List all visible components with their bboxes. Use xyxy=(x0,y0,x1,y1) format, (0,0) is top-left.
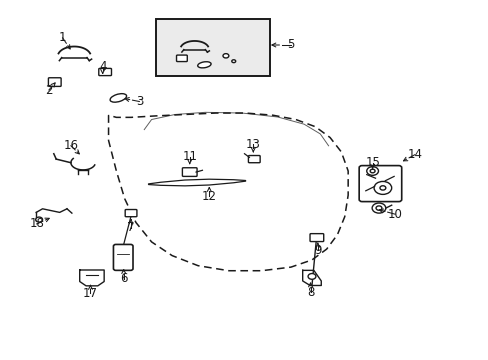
FancyBboxPatch shape xyxy=(248,156,260,163)
Text: 17: 17 xyxy=(83,287,98,300)
Circle shape xyxy=(36,217,42,222)
Text: 11: 11 xyxy=(182,150,197,163)
Circle shape xyxy=(223,54,228,58)
Text: 6: 6 xyxy=(120,273,127,285)
FancyBboxPatch shape xyxy=(99,68,111,76)
Text: 1: 1 xyxy=(59,31,66,44)
Ellipse shape xyxy=(197,62,211,68)
Circle shape xyxy=(231,60,235,63)
Text: 3: 3 xyxy=(135,95,143,108)
Text: 10: 10 xyxy=(387,208,402,221)
Text: 5: 5 xyxy=(286,39,294,51)
Text: 14: 14 xyxy=(407,148,421,161)
FancyBboxPatch shape xyxy=(176,55,187,62)
FancyBboxPatch shape xyxy=(48,78,61,86)
Circle shape xyxy=(379,186,385,190)
Circle shape xyxy=(366,167,378,175)
Text: 13: 13 xyxy=(245,138,260,150)
Text: 7: 7 xyxy=(127,221,135,234)
FancyBboxPatch shape xyxy=(182,168,197,176)
Text: 12: 12 xyxy=(202,190,216,203)
Text: 16: 16 xyxy=(63,139,78,152)
Text: 8: 8 xyxy=(306,286,314,299)
Circle shape xyxy=(375,206,381,210)
FancyBboxPatch shape xyxy=(125,210,137,217)
FancyBboxPatch shape xyxy=(358,166,401,202)
Text: 2: 2 xyxy=(45,84,53,96)
FancyArrowPatch shape xyxy=(148,179,245,184)
Circle shape xyxy=(373,181,391,194)
Text: 9: 9 xyxy=(313,244,321,257)
Text: 4: 4 xyxy=(99,60,106,73)
Bar xyxy=(155,19,270,76)
Circle shape xyxy=(369,169,374,173)
FancyBboxPatch shape xyxy=(113,244,133,270)
Ellipse shape xyxy=(110,94,126,102)
Circle shape xyxy=(307,274,315,279)
FancyBboxPatch shape xyxy=(309,234,323,242)
Text: 18: 18 xyxy=(29,217,44,230)
Text: 15: 15 xyxy=(365,156,379,169)
Circle shape xyxy=(371,203,385,213)
FancyArrowPatch shape xyxy=(148,181,245,186)
